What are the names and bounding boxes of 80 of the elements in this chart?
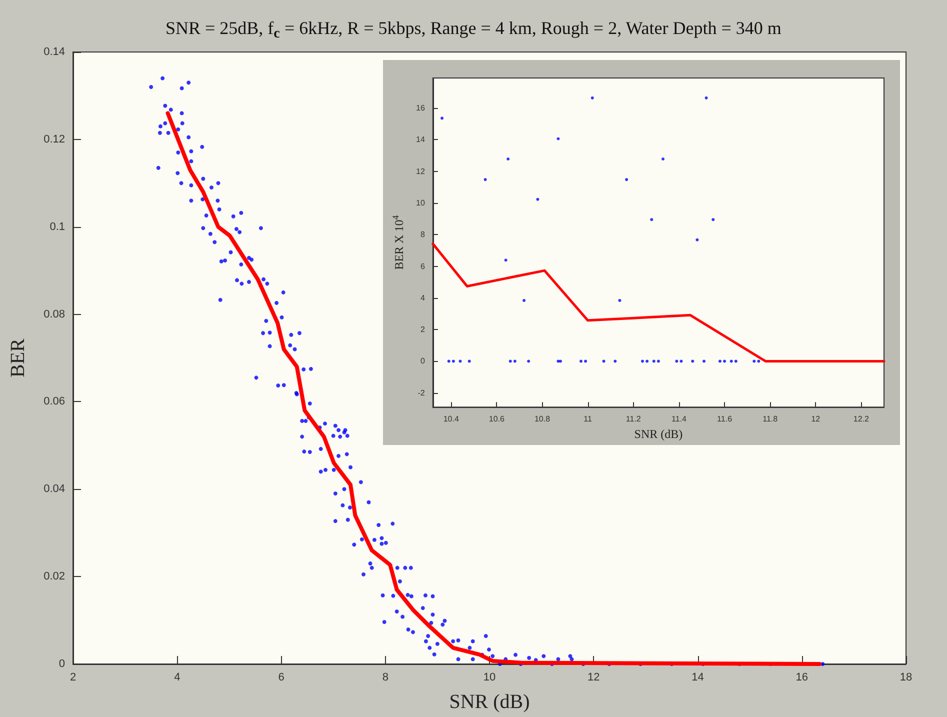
y-tick-label: 0.02 (44, 570, 65, 583)
x-tick-label: 11.6 (717, 414, 733, 424)
point (513, 360, 516, 363)
point (536, 198, 540, 201)
point (704, 96, 708, 100)
x-tick-label: 10.8 (534, 414, 551, 424)
point (646, 360, 649, 363)
x-tick-label: 12 (588, 672, 600, 684)
x-axis-title: SNR (dB) (449, 691, 530, 713)
point (712, 218, 715, 222)
x-tick-label: 11.4 (671, 414, 687, 424)
x-tick-label: 12.2 (853, 414, 870, 424)
point (468, 360, 471, 363)
point (652, 360, 656, 363)
point (650, 218, 654, 222)
y-axis-title: BER (7, 338, 29, 378)
x-tick-label: 11.8 (762, 414, 778, 424)
point (641, 360, 644, 363)
x-tick-label: 4 (174, 672, 180, 684)
y-tick-label: 0 (420, 356, 426, 366)
point (522, 298, 526, 302)
x-tick-label: 11 (584, 414, 593, 424)
y-tick-label: -2 (418, 388, 426, 398)
line-series (432, 242, 886, 362)
point (752, 360, 756, 363)
point (625, 178, 628, 182)
point (556, 137, 560, 140)
point (680, 360, 683, 363)
y-tick-label: 0 (58, 658, 65, 670)
point (702, 360, 706, 363)
point (662, 158, 665, 161)
x-tick-label: 14 (692, 672, 704, 684)
point (506, 158, 510, 161)
x-tick-label: 16 (796, 672, 808, 684)
point (590, 96, 594, 100)
y-tick-label: 0.06 (44, 396, 65, 408)
point (452, 360, 455, 363)
y-tick-label: 10 (416, 198, 426, 208)
x-tick-label: 8 (382, 672, 388, 684)
y-tick-label: 0.04 (44, 483, 65, 496)
point (484, 178, 487, 182)
y-tick-label: 2 (420, 325, 426, 334)
point (458, 360, 462, 363)
x-tick-label: 11.2 (626, 414, 642, 424)
x-tick-label: 10 (483, 672, 496, 684)
y-tick-label: 8 (420, 230, 426, 240)
point (691, 360, 694, 363)
point (675, 360, 678, 363)
y-axis-title: BER X 104 (390, 214, 406, 270)
y-tick-label: 6 (420, 262, 426, 271)
point (696, 238, 699, 242)
x-tick-label: 18 (900, 672, 912, 684)
point (656, 360, 660, 363)
point (602, 360, 606, 363)
point (447, 360, 450, 363)
point (527, 360, 530, 363)
point (718, 360, 722, 363)
point (614, 360, 617, 363)
y-tick-label: 0.12 (44, 133, 65, 146)
point (734, 360, 738, 363)
x-tick-label: 12 (811, 414, 821, 424)
point (504, 258, 508, 262)
y-tick-label: 0.1 (50, 220, 65, 233)
point (440, 116, 444, 120)
y-tick-label: 0.08 (44, 308, 65, 320)
y-tick-label: 0.14 (44, 46, 65, 58)
y-tick-label: 12 (416, 166, 426, 176)
point (618, 298, 622, 302)
x-axis-title: SNR (dB) (634, 427, 683, 441)
x-tick-label: 6 (278, 672, 284, 684)
x-tick-label: 2 (70, 672, 76, 684)
point (584, 360, 588, 363)
y-tick-label: 16 (416, 104, 426, 113)
point (723, 360, 726, 363)
point (757, 360, 760, 363)
x-tick-label: 10.6 (488, 414, 506, 424)
y-tick-label: 4 (420, 293, 426, 302)
x-tick-label: 10.4 (443, 414, 460, 424)
y-tick-label: 14 (416, 135, 426, 144)
point (579, 360, 582, 363)
